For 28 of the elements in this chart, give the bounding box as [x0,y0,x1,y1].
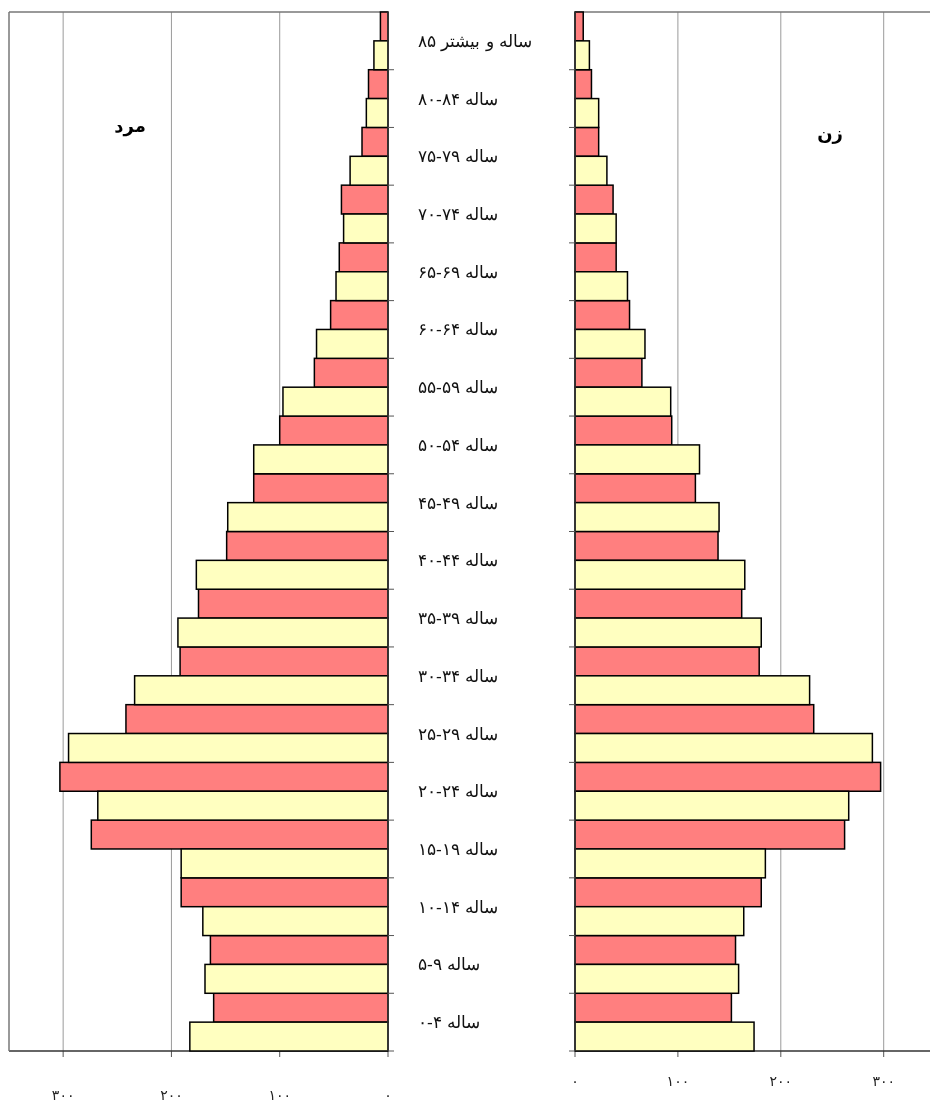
y-tick-label: ۵۵-۵۹ ساله [418,377,499,398]
y-tick-label: ۷۵-۷۹ ساله [418,146,499,167]
x-tick-label: ۲۰۰ [160,1087,183,1103]
x-tick-label: ۰ [384,1087,392,1103]
x-tick-label: ۲۰۰ [769,1073,793,1089]
text: مرد [114,115,146,137]
x-tick-label: ۰ [571,1073,579,1089]
y-tick-label: ۶۵-۶۹ ساله [418,261,499,282]
y-tick-label: ۲۰-۲۴ ساله [418,781,499,802]
y-tick-label: ۸۵ ساله و بیشتر [418,30,533,52]
y-tick-label: ۳۵-۳۹ ساله [418,608,499,629]
y-tick-label: ۴۰-۴۴ ساله [418,550,499,571]
y-tick-label: ۱۰-۱۴ ساله [418,896,499,917]
x-tick-label: ۱۰۰ [268,1087,291,1103]
y-tick-label: ۵-۹ ساله [418,954,481,975]
x-tick-label: ۳۰۰ [51,1087,75,1103]
y-tick-label: ۱۵-۱۹ ساله [418,838,499,859]
y-tick-label: ۵۰-۵۴ ساله [418,434,499,455]
y-tick-label: ۰-۴ ساله [418,1012,481,1033]
y-tick-label: ۷۰-۷۴ ساله [418,204,499,225]
y-tick-label: ۶۰-۶۴ ساله [418,319,499,340]
x-tick-label: ۳۰۰ [872,1073,895,1089]
y-tick-label: ۴۵-۴۹ ساله [418,492,499,513]
text: زن [817,123,843,144]
y-tick-label: ۲۵-۲۹ ساله [418,723,499,744]
y-tick-label: ۳۰-۳۴ ساله [418,665,499,686]
x-tick-label: ۱۰۰ [666,1073,690,1089]
y-tick-label: ۸۰-۸۴ ساله [418,88,499,109]
